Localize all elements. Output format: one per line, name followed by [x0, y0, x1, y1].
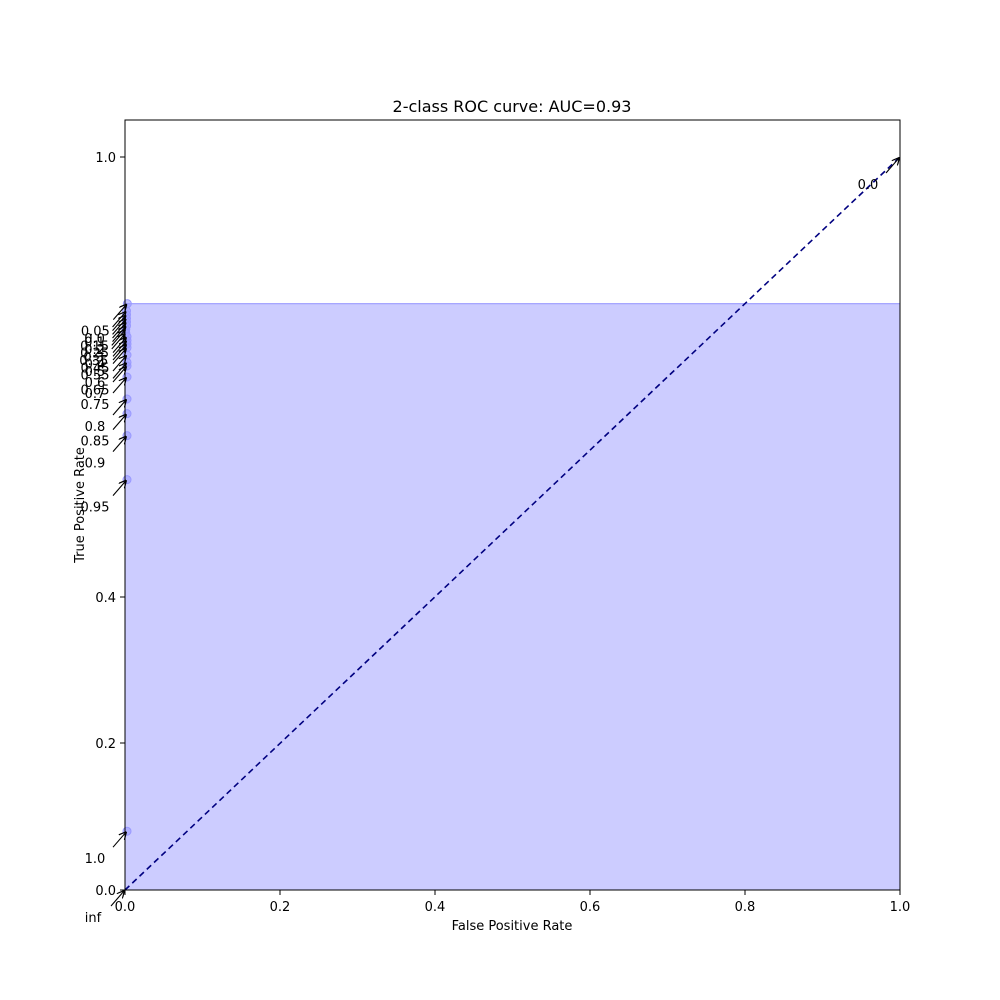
- threshold-label: 0.55: [81, 369, 110, 384]
- y-tick-label: 0.2: [95, 737, 116, 752]
- threshold-arrow: [885, 158, 899, 174]
- x-tick-label: 0.8: [735, 900, 756, 915]
- y-tick-label: 1.0: [95, 151, 116, 166]
- x-axis-label: False Positive Rate: [452, 919, 573, 934]
- x-tick-label: 0.0: [115, 900, 136, 915]
- threshold-label: 0.15: [80, 339, 109, 354]
- threshold-arrow: [112, 312, 126, 328]
- roc-area-fill: [125, 303, 900, 891]
- threshold-label: 0.75: [81, 398, 110, 413]
- threshold-label: 0.45: [81, 361, 110, 376]
- threshold-label: 0.35: [79, 354, 108, 369]
- plot-area: [121, 156, 901, 891]
- threshold-label: 0.1: [84, 336, 105, 351]
- threshold-arrow: [112, 305, 126, 321]
- x-tick-label: 1.0: [890, 900, 911, 915]
- chart-title: 2-class ROC curve: AUC=0.93: [393, 97, 632, 116]
- threshold-arrow: [112, 415, 126, 431]
- y-axis-label: True Positive Rate: [73, 447, 88, 564]
- threshold-label: 0.25: [80, 347, 109, 362]
- threshold-label: 0.95: [81, 501, 110, 516]
- threshold-arrow: [112, 378, 126, 394]
- y-axis: 0.0 0.2 0.4 1.0: [95, 151, 125, 899]
- threshold-label: 0.7: [85, 387, 106, 402]
- threshold-arrow: [110, 891, 124, 907]
- threshold-label: 0.5: [85, 365, 106, 380]
- threshold-arrow: [112, 481, 126, 497]
- plot-frame: [124, 119, 901, 891]
- threshold-label: 0.9: [85, 457, 106, 472]
- threshold-label: 0.3: [83, 350, 104, 365]
- chance-diagonal-line: [124, 156, 901, 891]
- threshold-arrow: [112, 832, 126, 848]
- threshold-label: 0.8: [85, 420, 106, 435]
- threshold-arrow: [112, 400, 126, 416]
- threshold-label: 0.2: [84, 343, 105, 358]
- threshold-label: 0.0: [84, 332, 105, 347]
- x-axis: 0.0 0.2 0.4 0.6 0.8 1.0: [115, 890, 911, 915]
- threshold-label: 0.6: [85, 376, 106, 391]
- threshold-label: 0.0: [858, 178, 879, 193]
- y-tick-label: 0.4: [95, 591, 116, 606]
- threshold-arrow: [112, 363, 126, 379]
- threshold-label: inf: [85, 911, 102, 926]
- x-tick-label: 0.2: [270, 900, 291, 915]
- y-tick-label: 0.0: [95, 884, 116, 899]
- threshold-label: 0.4: [85, 358, 106, 373]
- threshold-arrow: [112, 437, 126, 453]
- x-tick-label: 0.6: [580, 900, 601, 915]
- threshold-label: 0.65: [81, 383, 110, 398]
- threshold-arrow: [112, 356, 126, 372]
- threshold-label: 0.85: [81, 435, 110, 450]
- threshold-label: 0.05: [81, 325, 110, 340]
- x-tick-label: 0.4: [425, 900, 446, 915]
- threshold-label: 1.0: [85, 852, 106, 867]
- threshold-annotations: inf1.00.950.90.850.80.750.70.650.60.550.…: [79, 158, 899, 926]
